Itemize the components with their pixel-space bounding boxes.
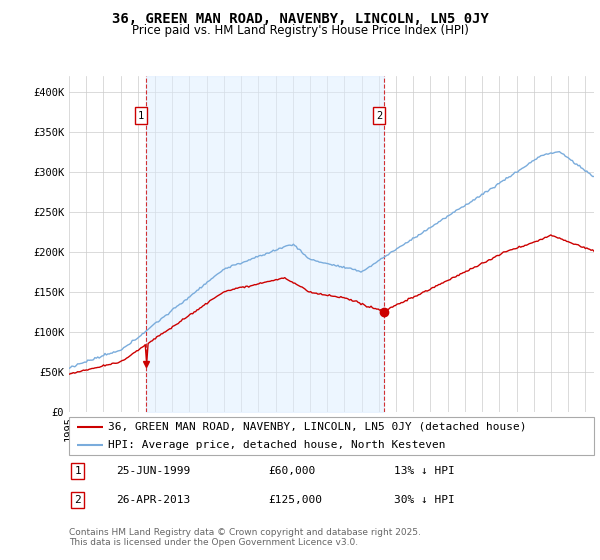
- Text: 2: 2: [74, 496, 81, 505]
- Text: £60,000: £60,000: [269, 466, 316, 476]
- Text: 26-APR-2013: 26-APR-2013: [116, 496, 191, 505]
- Text: £125,000: £125,000: [269, 496, 323, 505]
- Text: 36, GREEN MAN ROAD, NAVENBY, LINCOLN, LN5 0JY: 36, GREEN MAN ROAD, NAVENBY, LINCOLN, LN…: [112, 12, 488, 26]
- Text: 1: 1: [138, 111, 144, 120]
- Text: Price paid vs. HM Land Registry's House Price Index (HPI): Price paid vs. HM Land Registry's House …: [131, 24, 469, 36]
- Text: Contains HM Land Registry data © Crown copyright and database right 2025.
This d: Contains HM Land Registry data © Crown c…: [69, 528, 421, 547]
- Text: 1: 1: [74, 466, 81, 476]
- Text: 25-JUN-1999: 25-JUN-1999: [116, 466, 191, 476]
- Text: 2: 2: [376, 111, 382, 120]
- Text: 13% ↓ HPI: 13% ↓ HPI: [395, 466, 455, 476]
- Text: HPI: Average price, detached house, North Kesteven: HPI: Average price, detached house, Nort…: [109, 440, 446, 450]
- Text: 30% ↓ HPI: 30% ↓ HPI: [395, 496, 455, 505]
- Text: 36, GREEN MAN ROAD, NAVENBY, LINCOLN, LN5 0JY (detached house): 36, GREEN MAN ROAD, NAVENBY, LINCOLN, LN…: [109, 422, 527, 432]
